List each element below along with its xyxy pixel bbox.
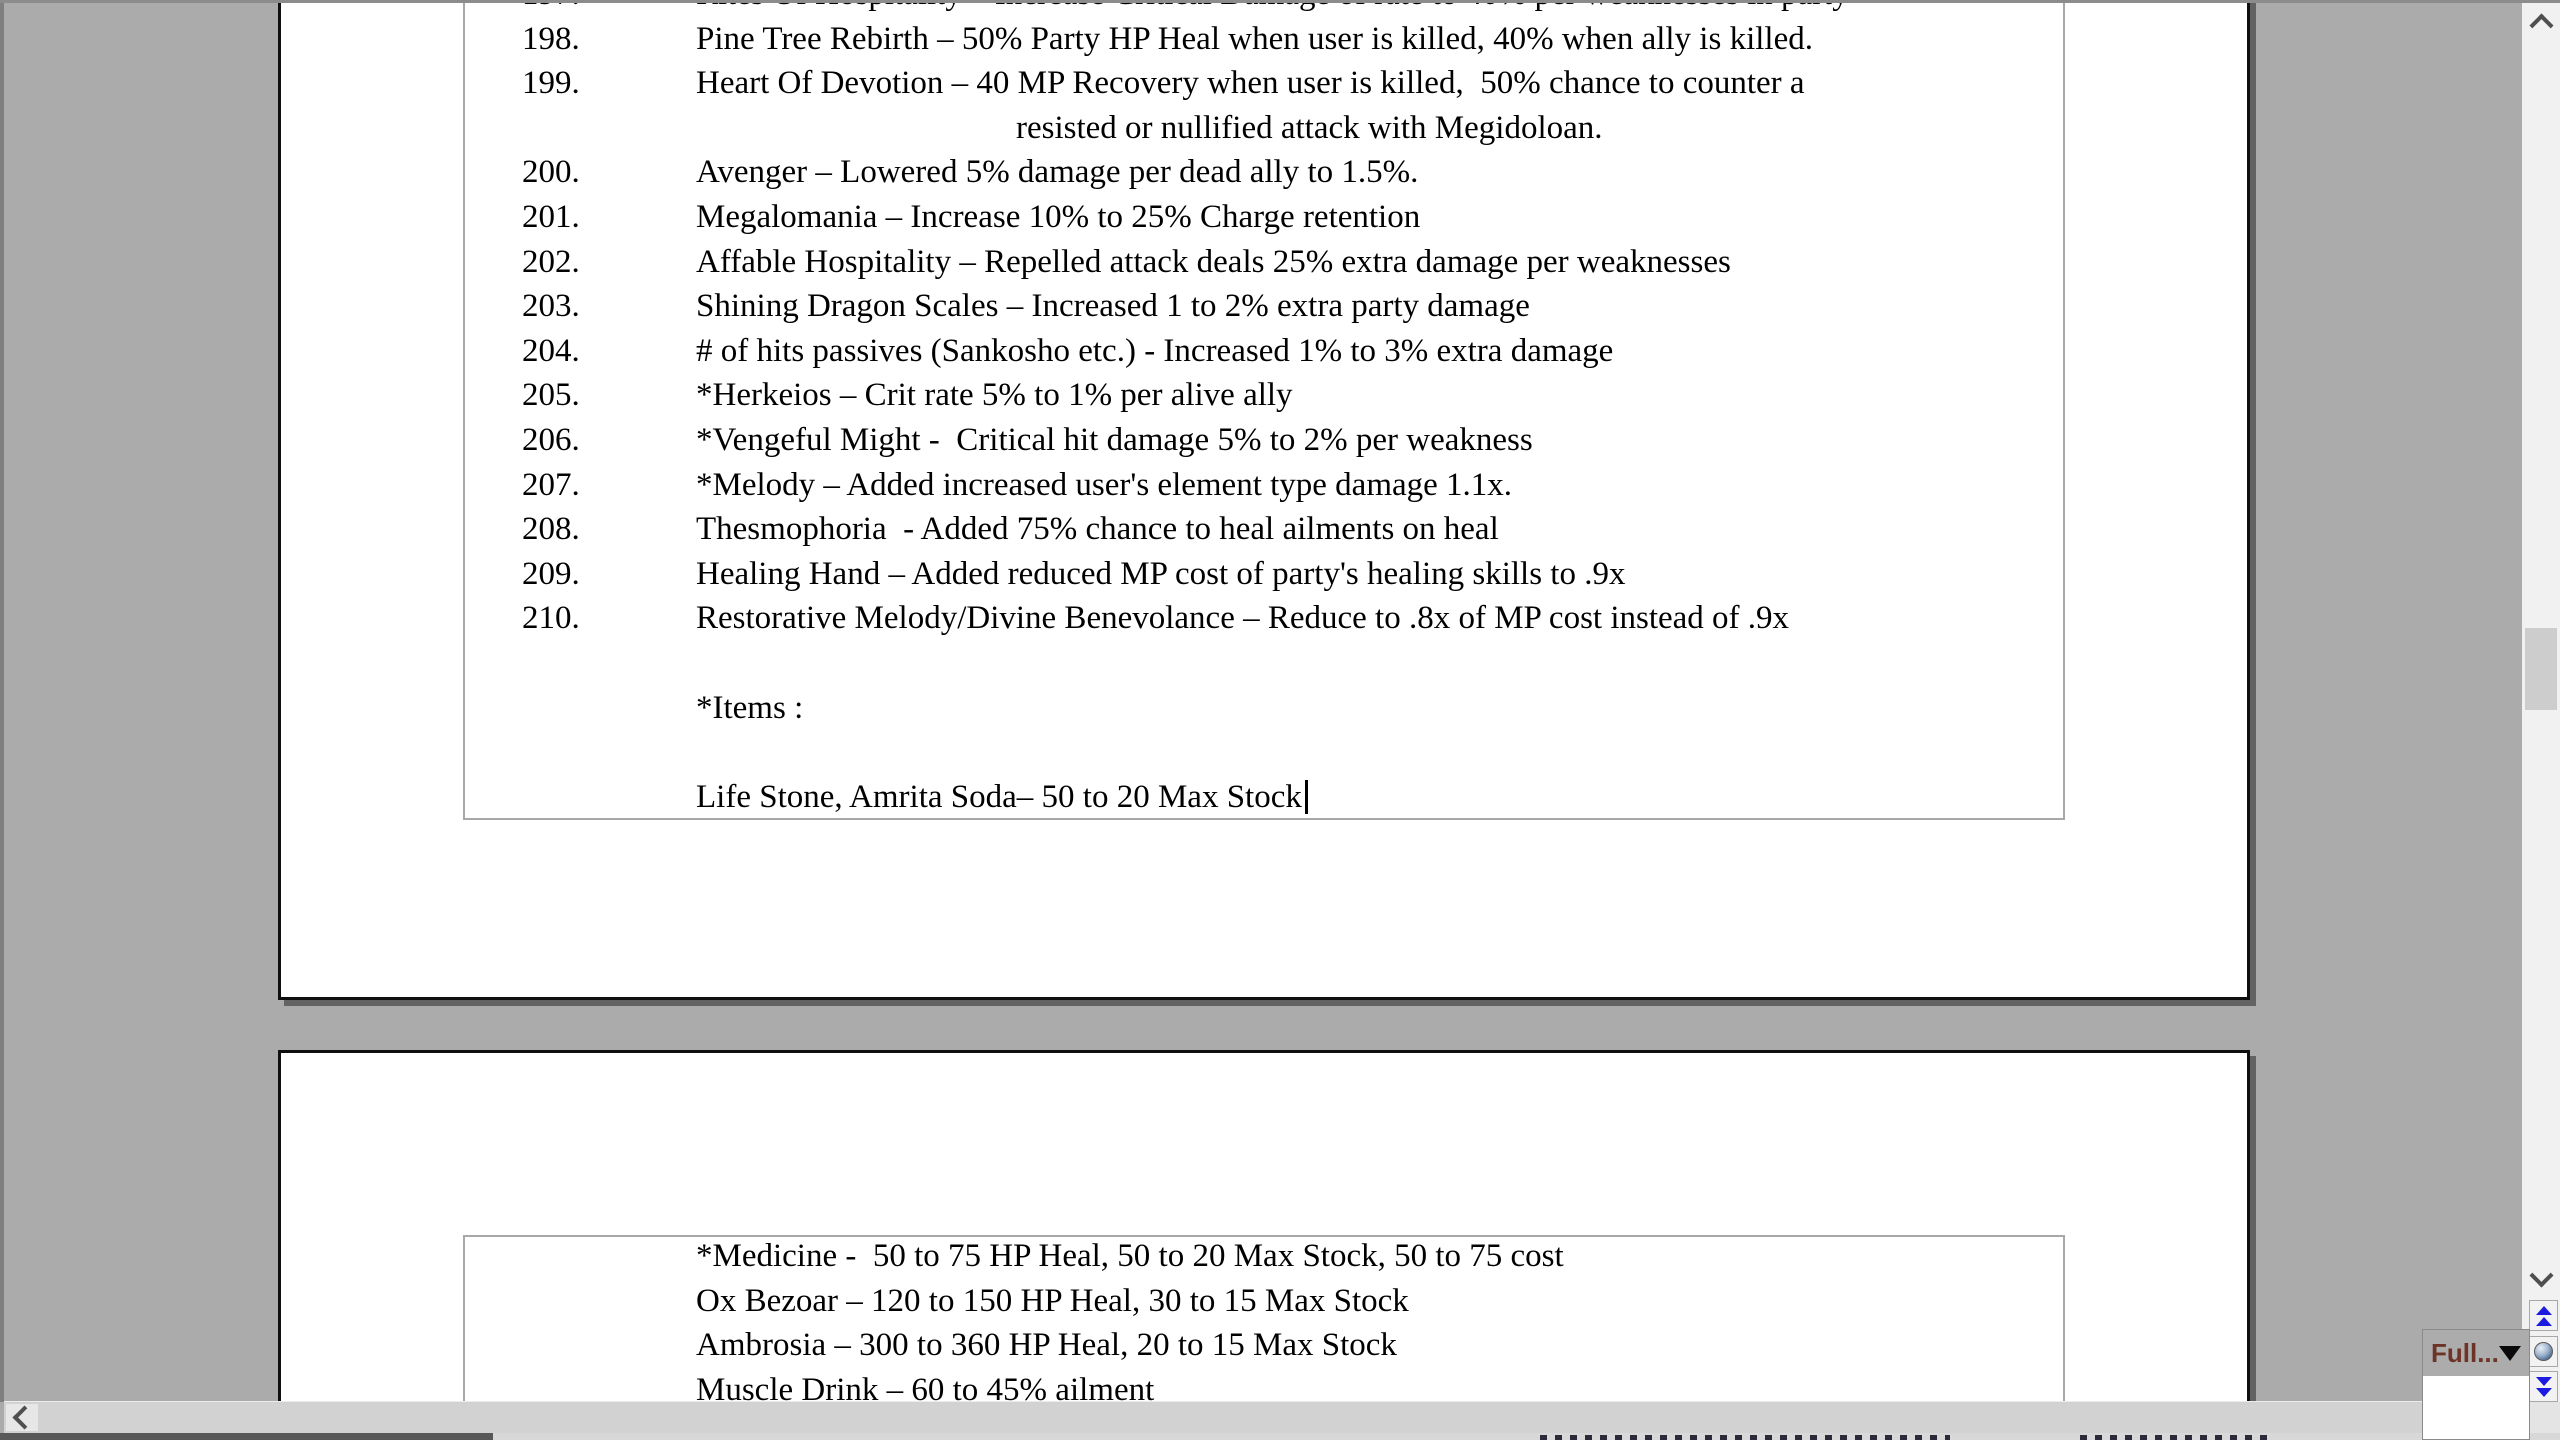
document-page-1: 197. Rites Of Hospitality – Increase Cri… [278, 0, 2250, 1000]
item-text: Avenger – Lowered 5% damage per dead all… [696, 154, 1419, 191]
item-number: 210. [522, 600, 580, 637]
select-browse-object-button[interactable] [2529, 1336, 2558, 1367]
window-top-edge [0, 0, 2560, 3]
item-number: 202. [522, 243, 580, 280]
zoom-dropdown-list[interactable] [2423, 1376, 2529, 1439]
item-text: Affable Hospitality – Repelled attack de… [696, 243, 1731, 280]
item-line: Ambrosia – 300 to 360 HP Heal, 20 to 15 … [696, 1327, 1397, 1364]
double-triangle-down-icon [2535, 1387, 2552, 1397]
list-item-clipped: 197. Rites Of Hospitality – Increase Cri… [465, 0, 2063, 17]
previous-page-button[interactable] [2529, 1300, 2558, 1331]
double-triangle-up-icon [2535, 1305, 2552, 1315]
text-flow: 197. Rites Of Hospitality – Increase Cri… [465, 0, 2063, 819]
dropdown-arrow-icon [2499, 1345, 2521, 1361]
list-item: 210. Restorative Melody/Divine Benevolan… [465, 596, 2063, 641]
item-number: 198. [522, 20, 580, 57]
item-number: 209. [522, 555, 580, 592]
list-item: 203. Shining Dragon Scales – Increased 1… [465, 284, 2063, 329]
double-triangle-up-icon [2535, 1316, 2552, 1326]
item-line: *Medicine - 50 to 75 HP Heal, 50 to 20 M… [696, 1238, 1564, 1274]
window-left-edge [0, 0, 4, 1402]
item-text-wrap: Heart Of Devotion – 40 MP Recovery when … [696, 61, 2063, 150]
chevron-down-icon [2528, 1262, 2554, 1288]
status-text-fragment [1540, 1435, 1950, 1440]
item-line: Muscle Drink – 60 to 45% ailment [696, 1371, 1155, 1402]
item-number: 207. [522, 466, 580, 503]
zoom-dropdown[interactable]: Full... [2422, 1329, 2530, 1440]
item-text: *Herkeios – Crit rate 5% to 1% per alive… [696, 377, 1293, 414]
item-text: # of hits passives (Sankosho etc.) - Inc… [696, 332, 1614, 369]
text-box-page-1[interactable]: 197. Rites Of Hospitality – Increase Cri… [463, 0, 2065, 820]
item-number: 206. [522, 421, 580, 458]
item-text: *Melody – Added increased user's element… [696, 466, 1513, 503]
blank-line [465, 730, 2063, 775]
list-item: 198. Pine Tree Rebirth – 50% Party HP He… [465, 17, 2063, 62]
item-number: 203. [522, 288, 580, 325]
document-workspace: 197. Rites Of Hospitality – Increase Cri… [278, 0, 2250, 1402]
item-line: Ox Bezoar – 120 to 150 HP Heal, 30 to 15… [696, 1282, 1409, 1319]
list-item: 199. Heart Of Devotion – 40 MP Recovery … [465, 61, 2063, 150]
blank-line [465, 641, 2063, 686]
item-number: 200. [522, 154, 580, 191]
zoom-dropdown-label: Full... [2431, 1337, 2499, 1368]
scroll-left-button[interactable] [6, 1404, 38, 1431]
double-triangle-down-icon [2535, 1376, 2552, 1386]
item-number: 201. [522, 198, 580, 235]
list-item: 201. Megalomania – Increase 10% to 25% C… [465, 195, 2063, 240]
zoom-dropdown-header[interactable]: Full... [2423, 1330, 2529, 1376]
item-text: Pine Tree Rebirth – 50% Party HP Heal wh… [696, 20, 1813, 57]
scroll-up-button[interactable] [2522, 4, 2560, 40]
list-item: 202. Affable Hospitality – Repelled atta… [465, 240, 2063, 285]
document-page-2: *Medicine - 50 to 75 HP Heal, 50 to 20 M… [278, 1050, 2250, 1402]
life-stone-text: Life Stone, Amrita Soda– 50 to 20 Max St… [696, 778, 1302, 815]
text-flow: *Medicine - 50 to 75 HP Heal, 50 to 20 M… [465, 1234, 2063, 1402]
status-bar-left-segment [0, 1433, 493, 1440]
life-stone-line: Life Stone, Amrita Soda– 50 to 20 Max St… [465, 775, 2063, 820]
item-text: Heart Of Devotion – 40 MP Recovery when … [696, 65, 1805, 102]
item-number: 197. [465, 0, 696, 17]
status-bar-clipped [0, 1433, 2560, 1440]
horizontal-scrollbar[interactable] [4, 1401, 2522, 1433]
list-item: 200. Avenger – Lowered 5% damage per dea… [465, 150, 2063, 195]
items-section-label: *Items : [696, 689, 804, 726]
item-number: 204. [522, 332, 580, 369]
text-box-page-2[interactable]: *Medicine - 50 to 75 HP Heal, 50 to 20 M… [463, 1235, 2065, 1402]
list-item: 207. *Melody – Added increased user's el… [465, 463, 2063, 508]
item-text: Thesmophoria - Added 75% chance to heal … [696, 511, 1499, 548]
list-item: 205. *Herkeios – Crit rate 5% to 1% per … [465, 373, 2063, 418]
item-text: Healing Hand – Added reduced MP cost of … [696, 555, 1626, 592]
item-text: Rites Of Hospitality – Increase Critical… [696, 0, 2063, 17]
item-number: 199. [522, 65, 580, 102]
scroll-down-button[interactable] [2522, 1260, 2560, 1296]
item-text-continued: resisted or nullified attack with Megido… [1016, 109, 1603, 146]
item-number: 208. [522, 511, 580, 548]
status-text-fragment [2080, 1435, 2270, 1440]
next-page-button[interactable] [2529, 1371, 2558, 1402]
list-item: 209. Healing Hand – Added reduced MP cos… [465, 552, 2063, 597]
chevron-left-icon [11, 1405, 37, 1430]
item-text: Megalomania – Increase 10% to 25% Charge… [696, 198, 1421, 235]
item-number: 205. [522, 377, 580, 414]
vertical-scroll-thumb[interactable] [2525, 628, 2557, 710]
item-text: Shining Dragon Scales – Increased 1 to 2… [696, 288, 1530, 325]
browse-ball-icon [2534, 1342, 2553, 1361]
vertical-scrollbar[interactable] [2522, 0, 2560, 1402]
list-item: 208. Thesmophoria - Added 75% chance to … [465, 507, 2063, 552]
list-item: 206. *Vengeful Might - Critical hit dama… [465, 418, 2063, 463]
list-item: 204. # of hits passives (Sankosho etc.) … [465, 329, 2063, 374]
item-text: *Vengeful Might - Critical hit damage 5%… [696, 421, 1533, 458]
chevron-up-icon [2528, 12, 2554, 38]
item-text: Restorative Melody/Divine Benevolance – … [696, 600, 1790, 637]
text-cursor [1304, 779, 1308, 814]
